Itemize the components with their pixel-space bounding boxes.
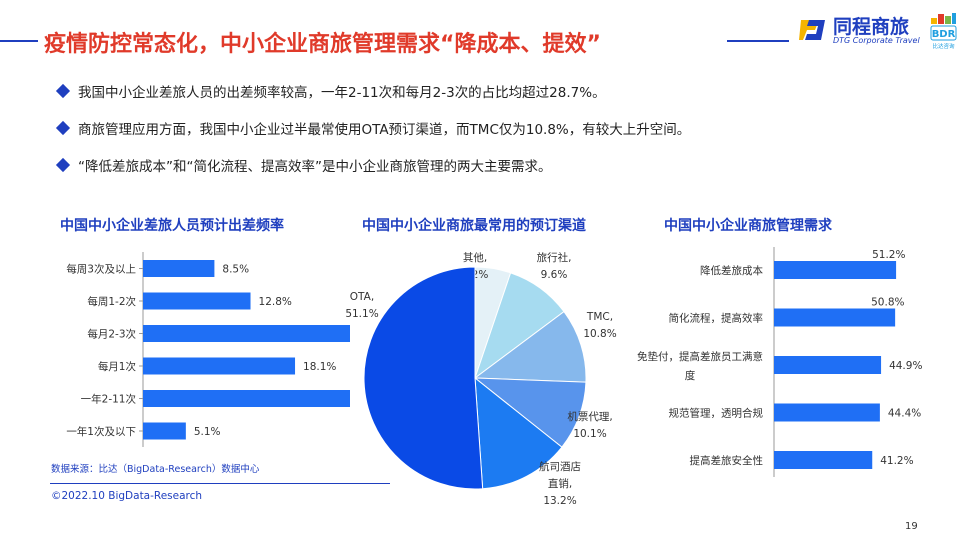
data-source: 数据来源：比达（BigData-Research）数据中心 [51, 464, 260, 475]
category-label: 每月1次 [98, 360, 137, 373]
category-label: 规范管理，透明合规 [669, 407, 764, 420]
category-label: 一年2-11次 [81, 393, 137, 406]
copyright: ©2022.10 BigData-Research [51, 490, 203, 502]
bdr-text: BDR [932, 29, 956, 40]
slice-value-label: 10.1% [573, 428, 606, 440]
slice-value-label: 10.8% [583, 328, 616, 340]
data-label: 12.8% [259, 296, 292, 308]
bar [143, 260, 215, 277]
category-label: 一年1次及以下 [66, 425, 136, 438]
data-label: 51.2% [872, 249, 905, 261]
bar [143, 292, 251, 310]
title-rule-right [727, 40, 789, 42]
bar [143, 357, 296, 375]
category-label: 简化流程，提高效率 [669, 312, 764, 325]
bullet-item: 我国中小企业差旅人员的出差频率较高，一年2-11次和每月2-3次的占比均超过28… [55, 81, 918, 101]
category-label: 每周1-2次 [87, 295, 136, 308]
company-logo: 同程商旅 DTG Corporate Travel BDR 比达咨询 [797, 10, 957, 52]
bar [774, 308, 896, 327]
logo-subtext: DTG Corporate Travel [833, 36, 920, 45]
channel-pie-chart: 其他,5.2%旅行社,9.6%TMC,10.8%机票代理,10.1%航司酒店直销… [345, 251, 616, 507]
slice-label: OTA, [350, 291, 374, 303]
dtg-logo-icon [799, 20, 825, 40]
slice-value-label: 9.6% [541, 269, 568, 281]
bullet-text: “降低差旅成本”和“简化流程、提高效率”是中小企业商旅管理的两大主要需求。 [78, 158, 552, 175]
category-label: 降低差旅成本 [700, 264, 763, 277]
bar [143, 325, 350, 342]
slice-label: 其他, [463, 251, 487, 264]
page-title: 疫情防控常态化，中小企业商旅管理需求“降成本、提效” [44, 32, 601, 57]
data-label: 18.1% [303, 361, 336, 373]
bullet-text: 商旅管理应用方面，我国中小企业过半最常使用OTA预订渠道，而TMC仅为10.8%… [78, 121, 691, 138]
slice-value-label: 51.1% [345, 308, 378, 320]
chart-title-needs: 中国中小企业商旅管理需求 [664, 218, 832, 234]
frequency-bar-chart: 每周3次及以上8.5%每周1-2次12.8%每月2-3次26.8%每月1次18.… [66, 252, 350, 447]
slice-label: 直销, [548, 477, 572, 490]
slice-value-label: 13.2% [543, 495, 576, 507]
category-label: 提高差旅安全性 [690, 454, 764, 467]
pie-slice [363, 266, 484, 490]
key-findings: 我国中小企业差旅人员的出差频率较高，一年2-11次和每月2-3次的占比均超过28… [55, 81, 918, 192]
footer-rule [50, 483, 390, 484]
slice-label: 机票代理, [567, 410, 612, 423]
data-label: 5.1% [194, 426, 221, 438]
bar [143, 390, 350, 407]
page-number: 19 [905, 521, 918, 532]
data-label: 8.5% [222, 264, 249, 276]
bar [774, 261, 897, 279]
data-label: 44.9% [889, 360, 922, 372]
data-label: 50.8% [871, 297, 904, 309]
category-label: 每周3次及以上 [66, 263, 136, 276]
bar [774, 403, 880, 422]
bar [143, 422, 186, 440]
bullet-item: 商旅管理应用方面，我国中小企业过半最常使用OTA预订渠道，而TMC仅为10.8%… [55, 118, 918, 138]
bar [774, 356, 882, 374]
bdr-logo-icon: BDR 比达咨询 [930, 13, 957, 50]
pie-slice [473, 310, 587, 383]
chart-title-frequency: 中国中小企业差旅人员预计出差频率 [60, 218, 284, 234]
diamond-bullet-icon [55, 157, 71, 172]
category-label: 每月2-3次 [87, 328, 136, 341]
bullet-item: “降低差旅成本”和“简化流程、提高效率”是中小企业商旅管理的两大主要需求。 [55, 155, 918, 175]
pie-slice [473, 377, 587, 448]
category-label: 度 [685, 369, 696, 382]
data-label: 44.4% [888, 408, 921, 420]
diamond-bullet-icon [55, 83, 71, 98]
slice-label: 航司酒店 [539, 460, 581, 473]
diamond-bullet-icon [55, 120, 71, 135]
bdr-subtext: 比达咨询 [932, 42, 955, 50]
bullet-text: 我国中小企业差旅人员的出差频率较高，一年2-11次和每月2-3次的占比均超过28… [78, 84, 606, 101]
chart-title-channel: 中国中小企业商旅最常用的预订渠道 [362, 218, 586, 234]
data-label: 41.2% [880, 455, 913, 467]
bar [774, 451, 873, 469]
logo-text: 同程商旅 [833, 16, 910, 38]
slice-label: TMC, [586, 311, 613, 323]
category-label: 免垫付，提高差旅员工满意 [637, 350, 763, 363]
slice-label: 旅行社, [537, 251, 572, 264]
title-rule-left [0, 40, 38, 42]
pie-slice [474, 376, 563, 490]
